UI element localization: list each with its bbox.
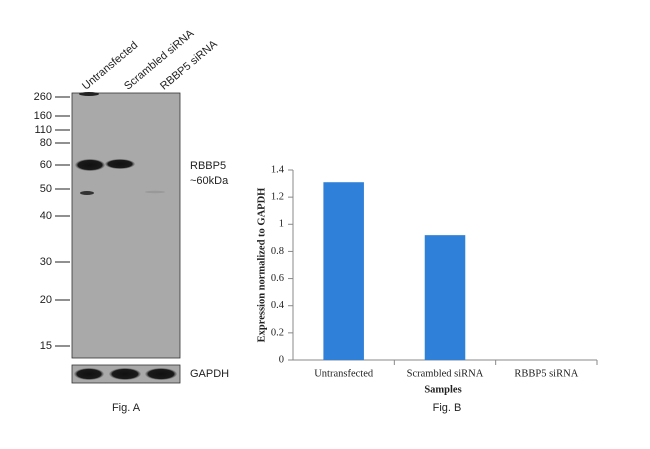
marker-label: 50	[40, 183, 52, 195]
band	[80, 191, 94, 195]
blot-panel	[71, 92, 181, 359]
marker-label: 60	[40, 159, 52, 171]
band	[145, 190, 165, 194]
caption: Fig. B	[433, 402, 462, 414]
y-axis-label: Expression normalized to GAPDH	[256, 188, 267, 343]
x-tick-label: Scrambled siRNA	[407, 368, 484, 379]
band	[105, 159, 135, 169]
marker-label: 20	[40, 294, 52, 306]
caption: Fig. A	[112, 402, 141, 414]
marker-label: 110	[34, 124, 52, 136]
bar	[323, 182, 364, 360]
band	[75, 159, 105, 171]
control-label: GAPDH	[190, 368, 229, 380]
y-tick-label: 0	[279, 354, 284, 365]
y-tick-label: 0.4	[271, 300, 285, 311]
bar	[424, 235, 466, 360]
x-tick-label: Untransfected	[314, 368, 374, 379]
target-label: RBBP5	[190, 160, 226, 172]
y-tick-label: 1.2	[271, 192, 284, 203]
y-tick-label: 0.2	[271, 327, 284, 338]
band	[145, 368, 177, 380]
y-tick-label: 0.6	[271, 273, 284, 284]
band	[74, 368, 104, 380]
y-tick-label: 1.4	[271, 164, 285, 175]
marker-label: 80	[40, 137, 52, 149]
y-tick-label: 1	[279, 219, 284, 230]
marker-label: 160	[34, 110, 52, 122]
y-tick-label: 0.8	[271, 246, 284, 257]
x-axis-label: Samples	[424, 384, 461, 395]
marker-label: 40	[40, 210, 52, 222]
marker-label: 15	[40, 340, 52, 352]
marker-label: 260	[34, 91, 52, 103]
band	[109, 368, 141, 380]
target-size: ~60kDa	[190, 175, 229, 187]
x-tick-label: RBBP5 siRNA	[514, 368, 578, 379]
marker-label: 30	[40, 256, 52, 268]
well	[79, 92, 99, 96]
